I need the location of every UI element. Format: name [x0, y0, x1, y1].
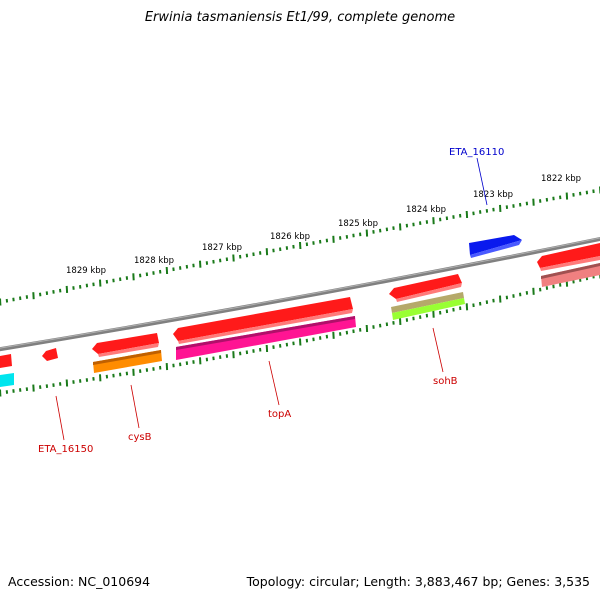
- feature-red-outer-3: [173, 297, 353, 341]
- gene-labels: ETA_16110 sohB topA cysB ETA_16150: [38, 147, 504, 455]
- genome-backbone-highlight: [0, 237, 600, 349]
- feature-orange-cysB-dark: [93, 350, 161, 365]
- feature-tan-sohB: [391, 292, 464, 313]
- label-cysB: cysB: [128, 432, 152, 443]
- feature-blue-eta16110-shade: [470, 240, 522, 258]
- feature-magenta-topA: [176, 316, 356, 360]
- inner-tick-row: [0, 271, 600, 397]
- leader-eta16110: [476, 157, 488, 206]
- genome-backbone: [0, 236, 600, 352]
- tick-label-1828: 1828 kbp: [134, 256, 174, 266]
- scale-labels: 1822 kbp 1823 kbp 1824 kbp 1825 kbp 1826…: [66, 174, 581, 276]
- page-title: Erwinia tasmaniensis Et1/99, complete ge…: [144, 10, 456, 25]
- feature-red-outer-2-shade: [396, 283, 462, 302]
- features-forward: [0, 235, 600, 387]
- feature-red-outer-6: [0, 354, 12, 368]
- feature-red-outer-1-shade: [540, 256, 600, 271]
- feature-red-outer-3-shade: [178, 309, 353, 344]
- feature-red-outer-2: [389, 274, 462, 299]
- feature-red-outer-4: [92, 333, 159, 354]
- leader-topA: [268, 360, 280, 406]
- label-topA: topA: [268, 409, 291, 420]
- tick-label-1822: 1822 kbp: [541, 174, 581, 184]
- tick-label-1827: 1827 kbp: [202, 243, 242, 253]
- leader-cysB: [130, 384, 140, 429]
- accession-text: Accession: NC_010694: [8, 574, 151, 589]
- tick-label-1825: 1825 kbp: [338, 219, 378, 229]
- summary-text: Topology: circular; Length: 3,883,467 bp…: [246, 574, 590, 589]
- feature-salmon-dark: [541, 263, 600, 279]
- feature-blue-eta16110: [469, 235, 522, 255]
- feature-red-outer-1: [537, 243, 600, 268]
- tick-label-1826: 1826 kbp: [270, 232, 310, 242]
- tick-label-1824: 1824 kbp: [406, 205, 446, 215]
- label-eta16110: ETA_16110: [449, 147, 504, 158]
- feature-cyan: [0, 373, 14, 387]
- feature-red-outer-5: [42, 348, 58, 361]
- leader-eta16150: [55, 395, 65, 441]
- tick-label-1823: 1823 kbp: [473, 190, 513, 200]
- feature-magenta-topA-dark: [176, 316, 355, 350]
- label-eta16150: ETA_16150: [38, 444, 93, 455]
- tick-label-1829: 1829 kbp: [66, 266, 106, 276]
- feature-red-outer-4-shade: [98, 343, 159, 357]
- outer-tick-row: [0, 186, 600, 306]
- label-sohB: sohB: [433, 376, 458, 387]
- feature-green-sohB: [392, 298, 465, 320]
- leader-sohB: [432, 327, 444, 373]
